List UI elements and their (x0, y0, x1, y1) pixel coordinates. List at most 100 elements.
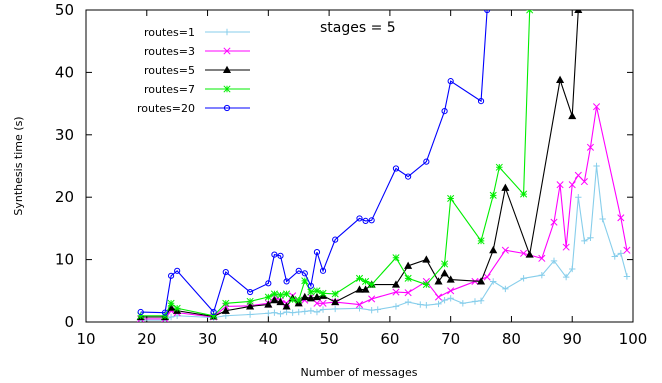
data-point (550, 218, 558, 226)
data-point (599, 215, 606, 223)
series-line (140, 10, 531, 317)
data-point (307, 282, 314, 289)
data-point (307, 288, 315, 296)
data-point (623, 246, 631, 254)
data-point (368, 281, 376, 289)
data-point (574, 171, 582, 179)
data-point (404, 274, 412, 282)
data-point (167, 299, 175, 307)
data-point (210, 312, 218, 320)
data-point (264, 293, 272, 301)
data-point (490, 278, 497, 285)
data-point (392, 165, 400, 172)
data-point (440, 269, 449, 277)
data-point (593, 162, 600, 170)
data-point (446, 275, 455, 283)
data-point (306, 294, 315, 302)
data-point (374, 306, 381, 313)
data-point (587, 234, 594, 241)
data-point (441, 296, 448, 304)
data-point (161, 312, 169, 320)
x-tick-label: 10 (76, 330, 95, 348)
data-point (313, 249, 321, 256)
legend-label: routes=3 (144, 45, 195, 58)
data-point (538, 254, 546, 262)
legend-label: routes=1 (144, 26, 195, 39)
data-point (246, 311, 254, 318)
data-point (368, 306, 375, 314)
legend: routes=1 routes=3 routes=5 routes=7 routes=2… (137, 26, 250, 115)
data-point (223, 85, 231, 93)
y-tick-label: 50 (55, 1, 74, 19)
data-point (283, 308, 290, 316)
data-point (362, 277, 370, 285)
data-point (501, 183, 510, 191)
data-point (300, 292, 309, 301)
x-axis-label: Number of messages (301, 366, 418, 379)
data-point (319, 299, 327, 307)
data-point (477, 297, 485, 304)
x-tick-label: 60 (380, 330, 399, 348)
data-point (404, 298, 412, 306)
data-point (617, 250, 625, 257)
data-point (270, 290, 278, 298)
data-point (592, 103, 601, 111)
data-point (332, 236, 339, 243)
data-point (276, 297, 285, 306)
data-point (526, 10, 534, 14)
data-point (489, 246, 498, 254)
data-point (301, 270, 308, 277)
data-point (569, 265, 576, 273)
data-point (301, 308, 308, 315)
data-point (434, 277, 443, 285)
data-point (355, 274, 364, 282)
data-point (222, 65, 232, 74)
series-routes-1 (137, 162, 631, 322)
data-point (276, 291, 285, 299)
y-axis-label: Synthesis time (s) (12, 116, 25, 215)
data-point (580, 178, 588, 186)
data-point (417, 301, 424, 308)
data-point (331, 305, 339, 313)
x-tick-label: 90 (563, 330, 582, 348)
data-point (319, 289, 327, 297)
data-point (611, 253, 618, 260)
data-point (368, 217, 375, 224)
data-point (405, 173, 412, 180)
data-point (356, 215, 363, 222)
data-point (161, 309, 169, 316)
data-point (301, 277, 309, 285)
y-tick-label: 10 (55, 251, 74, 269)
data-point (289, 309, 296, 316)
data-point (355, 285, 364, 293)
data-point (174, 267, 181, 274)
data-point (313, 299, 321, 307)
data-point (502, 285, 509, 293)
data-point (562, 273, 570, 281)
data-point (210, 308, 217, 316)
data-point (617, 214, 625, 222)
stages-annotation: stages = 5 (320, 20, 396, 36)
data-point (167, 272, 175, 279)
data-point (137, 308, 144, 316)
plot-border (85, 9, 634, 323)
plot-frame (85, 9, 634, 323)
data-point (586, 143, 595, 151)
data-point (447, 295, 454, 302)
data-point (483, 273, 491, 281)
data-point (368, 295, 376, 303)
y-tick-label: 30 (55, 126, 74, 144)
x-tick-label: 100 (619, 330, 648, 348)
data-point (277, 252, 284, 259)
data-point (223, 47, 231, 55)
data-point (538, 272, 546, 279)
data-point (556, 75, 565, 83)
series-line (140, 10, 579, 318)
data-point (356, 305, 363, 312)
series-routes-3 (137, 103, 631, 322)
data-point (520, 275, 527, 282)
data-point (222, 268, 229, 276)
data-point (525, 250, 534, 258)
